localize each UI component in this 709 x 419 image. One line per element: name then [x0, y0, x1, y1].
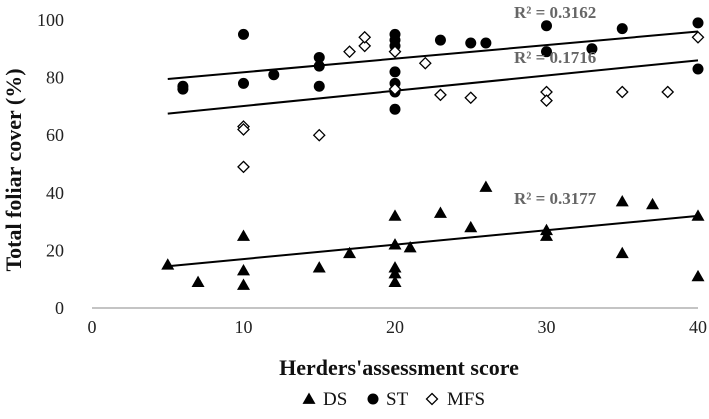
- point-mfs: [420, 58, 431, 69]
- point-ds: [464, 221, 477, 232]
- point-st: [314, 81, 325, 92]
- r2-label-ds: R² = 0.3177: [514, 189, 597, 208]
- point-mfs: [435, 89, 446, 100]
- legend-label-ds: DS: [323, 389, 347, 410]
- point-st: [617, 23, 628, 34]
- x-tick-label: 20: [386, 317, 404, 337]
- point-ds: [161, 258, 174, 269]
- x-axis-title: Herders'assessment score: [279, 355, 519, 380]
- x-tick-label: 0: [88, 317, 97, 337]
- legend-label-st: ST: [386, 389, 409, 410]
- point-ds: [616, 247, 629, 258]
- point-ds: [692, 209, 705, 220]
- legend-marker-st: [368, 394, 379, 405]
- point-st: [177, 84, 188, 95]
- point-ds: [646, 198, 659, 209]
- data-points: [161, 17, 704, 289]
- point-st: [465, 38, 476, 49]
- legend-label-mfs: MFS: [447, 389, 485, 410]
- trendline-ds: [168, 216, 698, 266]
- point-st: [693, 63, 704, 74]
- point-st: [480, 38, 491, 49]
- y-tick-label: 80: [46, 68, 64, 88]
- point-st: [693, 17, 704, 28]
- r2-labels: R² = 0.3177 R² = 0.3162 R² = 0.1716: [514, 3, 597, 208]
- point-ds: [389, 209, 402, 220]
- point-st: [314, 61, 325, 72]
- point-ds: [237, 264, 250, 275]
- point-st: [238, 29, 249, 40]
- point-mfs: [662, 87, 673, 98]
- point-mfs: [465, 92, 476, 103]
- point-mfs: [238, 161, 249, 172]
- y-tick-label: 40: [46, 183, 64, 203]
- point-st: [390, 66, 401, 77]
- r2-label-mfs: R² = 0.1716: [514, 48, 596, 67]
- point-st: [238, 78, 249, 89]
- tick-labels: 0 10 20 30 40 0 20 40 60 80 100: [37, 10, 707, 337]
- point-ds: [479, 181, 492, 192]
- y-tick-label: 100: [37, 10, 64, 30]
- r2-label-st: R² = 0.3162: [514, 3, 596, 22]
- y-tick-label: 60: [46, 125, 64, 145]
- point-mfs: [344, 46, 355, 57]
- point-st: [435, 35, 446, 46]
- legend-marker-ds: [303, 393, 316, 404]
- x-tick-label: 40: [689, 317, 707, 337]
- point-mfs: [617, 87, 628, 98]
- point-ds: [434, 206, 447, 217]
- y-tick-label: 0: [55, 298, 64, 318]
- point-st: [390, 104, 401, 115]
- point-ds: [313, 261, 326, 272]
- y-tick-label: 20: [46, 240, 64, 260]
- point-st: [268, 69, 279, 80]
- x-tick-label: 10: [235, 317, 253, 337]
- point-mfs: [541, 95, 552, 106]
- trendline-st: [168, 32, 698, 80]
- legend: DS ST MFS: [303, 389, 486, 410]
- legend-marker-mfs: [427, 394, 438, 405]
- point-mfs: [693, 32, 704, 43]
- y-axis-title: Total foliar cover (%): [1, 68, 26, 271]
- point-ds: [192, 276, 205, 287]
- point-ds: [237, 278, 250, 289]
- point-ds: [237, 230, 250, 241]
- point-mfs: [359, 32, 370, 43]
- x-tick-label: 30: [538, 317, 556, 337]
- trendlines: [168, 32, 698, 267]
- point-ds: [692, 270, 705, 281]
- point-ds: [616, 195, 629, 206]
- point-mfs: [314, 130, 325, 141]
